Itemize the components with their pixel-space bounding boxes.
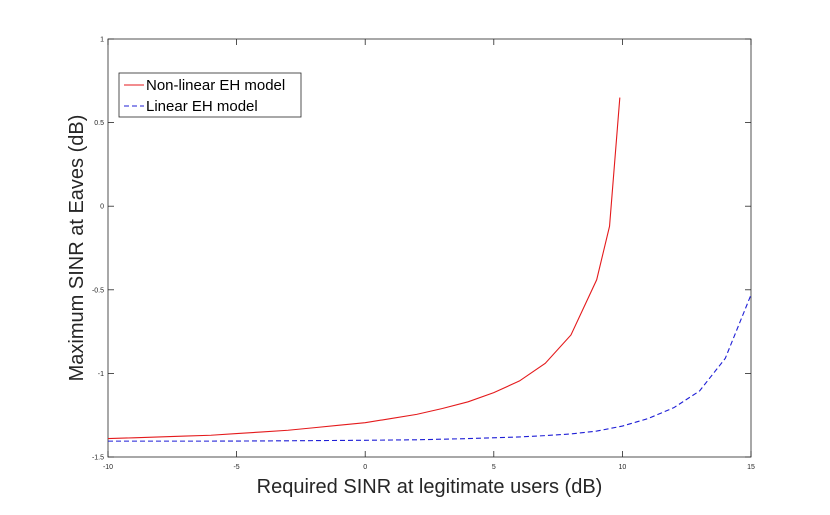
- y-tick-label: 1: [100, 37, 104, 44]
- legend-box: [118, 72, 302, 118]
- x-tick-label: 0: [363, 464, 367, 471]
- x-tick-label: -10: [103, 464, 113, 471]
- legend-label-linear: Linear EH model: [146, 98, 258, 115]
- legend: Non-linear EH model Linear EH model: [118, 72, 302, 118]
- x-tick-label: -5: [233, 464, 239, 471]
- x-axis-label: Required SINR at legitimate users (dB): [257, 476, 603, 498]
- y-tick-label: 0: [100, 204, 104, 211]
- x-tick-label: 10: [619, 464, 627, 471]
- y-axis-label: Maximum SINR at Eaves (dB): [66, 115, 88, 382]
- y-tick-label: -1.5: [92, 455, 104, 462]
- series-line-nonlinear-eh: [107, 97, 621, 440]
- y-tick-label: 0.5: [94, 120, 104, 127]
- axis-ticks: [107, 38, 752, 458]
- tick-labels: -10 -5 0 5 10 15 -1.5 -1 -0.5 0 0.5 1: [92, 37, 755, 472]
- series-lines: [107, 97, 752, 442]
- x-tick-label: 15: [747, 464, 755, 471]
- y-tick-label: -1: [98, 371, 104, 378]
- legend-label-nonlinear: Non-linear EH model: [146, 77, 285, 94]
- x-tick-label: 5: [492, 464, 496, 471]
- y-tick-label: -0.5: [92, 287, 104, 294]
- series-line-linear-eh: [108, 294, 752, 442]
